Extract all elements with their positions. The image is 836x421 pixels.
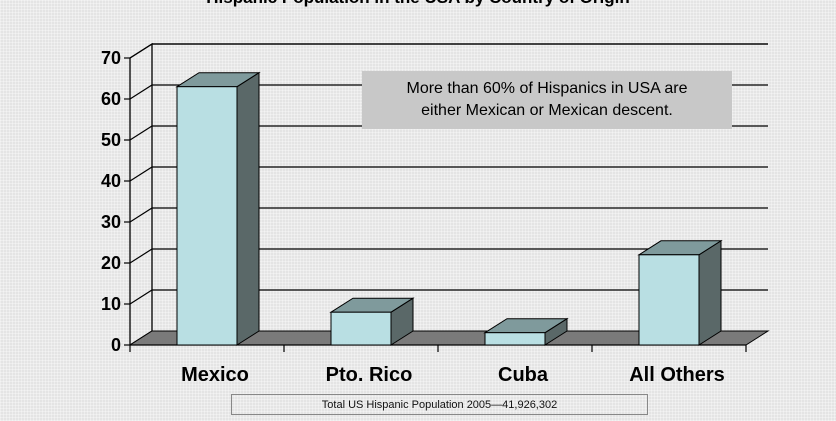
bar-front-face: [331, 312, 391, 345]
x-tick-label: Pto. Rico: [326, 364, 413, 386]
side-wall: [130, 44, 152, 345]
y-tick-label: 70: [101, 48, 121, 68]
y-tick-label: 50: [101, 130, 121, 150]
bar-front-face: [639, 255, 699, 345]
chart-footnote: Total US Hispanic Population 2005—41,926…: [231, 394, 648, 415]
y-tick-label: 0: [111, 335, 121, 355]
x-tick-label: All Others: [629, 364, 725, 386]
y-axis-ticks: 0 10 20 30 40 50 60 70: [101, 48, 130, 355]
gridline: [130, 44, 768, 58]
bar-pto-rico: [331, 298, 413, 345]
bar-mexico: [177, 73, 259, 345]
bar-all-others: [639, 241, 721, 345]
x-tick-label: Cuba: [498, 364, 549, 386]
x-tick-label: Mexico: [181, 364, 249, 386]
y-tick-label: 40: [101, 171, 121, 191]
y-tick-label: 20: [101, 253, 121, 273]
bar-side-face: [237, 73, 259, 345]
bar-side-face: [699, 241, 721, 345]
x-axis-labels: Mexico Pto. Rico Cuba All Others: [181, 364, 725, 386]
y-tick-label: 10: [101, 294, 121, 314]
y-tick-label: 60: [101, 89, 121, 109]
bar-front-face: [485, 333, 545, 345]
bar-front-face: [177, 87, 237, 345]
chart-annotation: More than 60% of Hispanics in USA are ei…: [362, 71, 732, 129]
y-tick-label: 30: [101, 212, 121, 232]
